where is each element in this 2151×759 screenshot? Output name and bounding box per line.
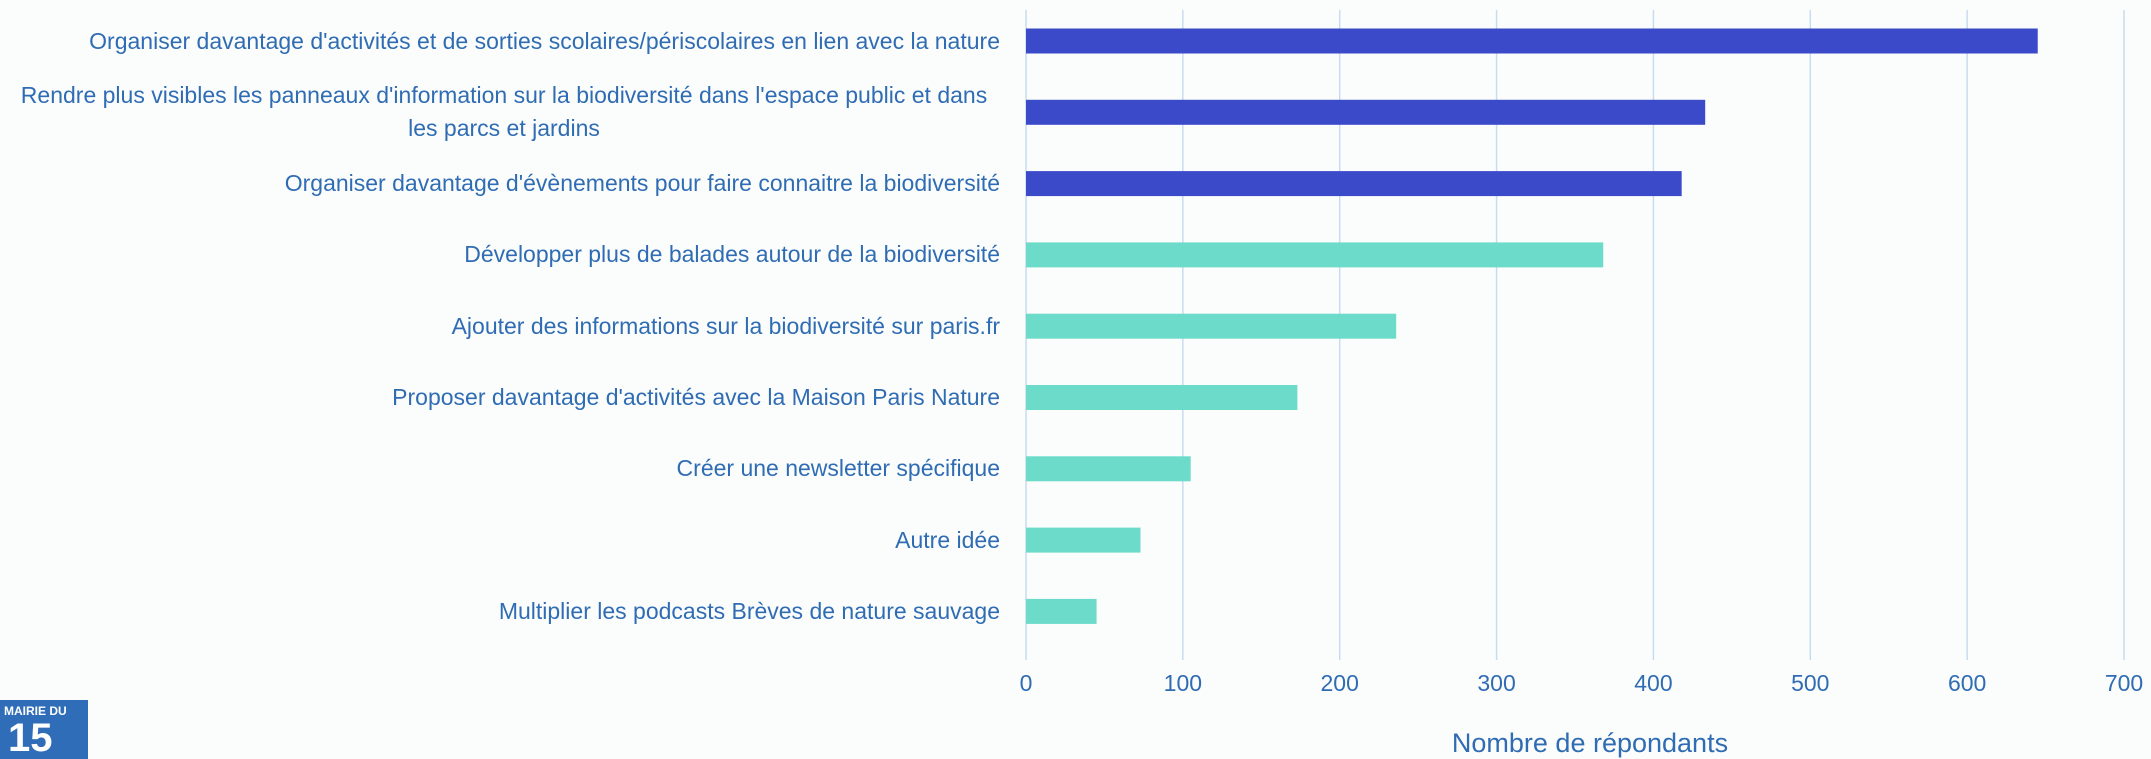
category-label: Organiser davantage d'activités et de so…: [8, 6, 1000, 76]
category-text: Autre idée: [895, 526, 1000, 553]
category-text: Développer plus de balades autour de la …: [464, 241, 1000, 268]
x-tick-label: 100: [1163, 670, 1203, 696]
bar: [1026, 171, 1682, 197]
category-label: Développer plus de balades autour de la …: [8, 220, 1000, 290]
bar: [1026, 28, 2038, 54]
x-tick-label: 0: [1019, 670, 1033, 696]
x-tick-label: 300: [1477, 670, 1516, 696]
x-tick-label: 600: [1947, 670, 1987, 696]
category-label: Autre idée: [8, 505, 1000, 575]
bar: [1026, 598, 1097, 624]
category-label: Créer une newsletter spécifique: [8, 434, 1000, 504]
bar: [1026, 313, 1397, 339]
category-label: Rendre plus visibles les panneaux d'info…: [8, 77, 1000, 147]
bar: [1026, 385, 1298, 410]
bar: [1026, 99, 1706, 125]
category-text: Rendre plus visibles les panneaux d'info…: [20, 82, 988, 142]
x-tick-label: 400: [1634, 670, 1673, 696]
bar: [1026, 527, 1141, 553]
category-text: Ajouter des informations sur la biodiver…: [451, 312, 1000, 339]
category-text: Organiser davantage d'évènements pour fa…: [284, 170, 1000, 197]
category-label: Organiser davantage d'évènements pour fa…: [8, 149, 1000, 219]
category-label: Multiplier les podcasts Brèves de nature…: [8, 576, 1000, 646]
x-axis-title: Nombre de répondants: [1451, 728, 1729, 758]
logo-text: MAIRIE DU: [4, 704, 67, 718]
logo-number: 15: [8, 716, 53, 759]
category-text: Organiser davantage d'activités et de so…: [89, 27, 1000, 54]
category-text: Créer une newsletter spécifique: [676, 455, 1000, 482]
category-label: Proposer davantage d'activités avec la M…: [8, 363, 1000, 433]
category-label: Ajouter des informations sur la biodiver…: [8, 291, 1000, 361]
category-text: Proposer davantage d'activités avec la M…: [392, 384, 1000, 410]
x-tick-label: 500: [1791, 670, 1830, 696]
x-tick-label: 700: [2104, 670, 2144, 696]
logo: MAIRIE DU 15: [0, 700, 88, 759]
bar: [1026, 456, 1191, 482]
x-tick-label: 200: [1320, 670, 1359, 696]
bar: [1026, 242, 1604, 268]
category-text: Multiplier les podcasts Brèves de nature…: [498, 597, 1000, 624]
